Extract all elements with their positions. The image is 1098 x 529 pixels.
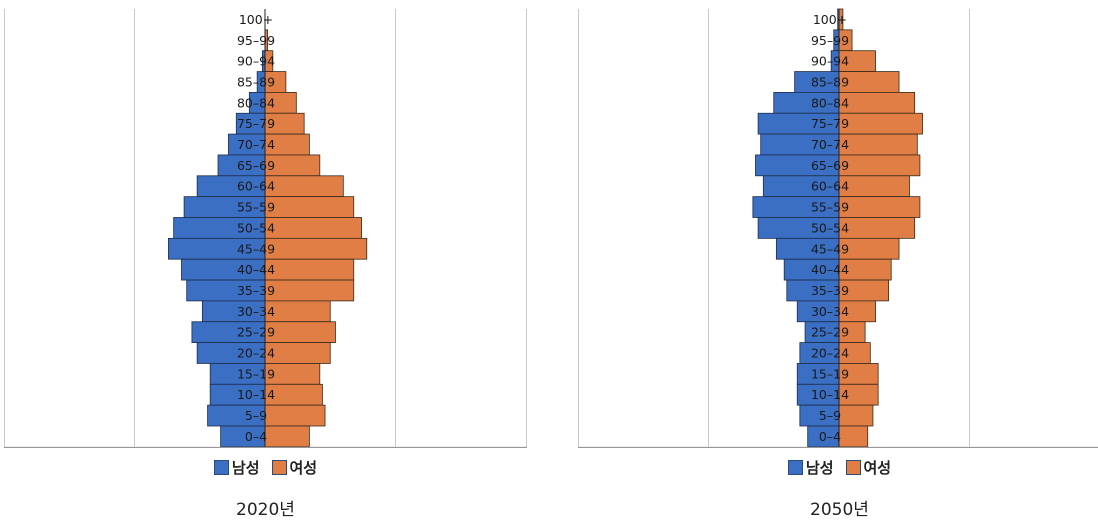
bar-female-25–29 — [264, 321, 336, 344]
bar-female-55–59 — [264, 196, 355, 218]
age-label: 75–79 — [237, 116, 275, 131]
bar-female-75–79 — [838, 112, 923, 135]
legend-item-male: 남성 — [213, 457, 260, 478]
age-label: 5–9 — [819, 408, 841, 423]
male-swatch-icon — [787, 460, 803, 475]
bar-female-80–84 — [838, 92, 916, 114]
age-label: 50–54 — [811, 220, 849, 235]
age-label: 40–44 — [811, 262, 849, 277]
legend-item-female: 여성 — [845, 457, 892, 478]
age-label: 0–4 — [245, 429, 267, 444]
age-label: 85–89 — [811, 74, 849, 89]
legend-label-female: 여성 — [289, 459, 318, 477]
bar-female-5–9 — [838, 404, 874, 427]
legend-item-male: 남성 — [787, 457, 834, 478]
legend-item-female: 여성 — [271, 457, 318, 478]
pyramid-plot-2050: 100+ 95–99 90–94 85–89 80–84 75–79 70–74 65–69 6… — [578, 8, 1098, 448]
age-label: 35–39 — [811, 283, 849, 298]
age-label: 90–94 — [811, 54, 849, 69]
age-label: 100+ — [239, 12, 273, 27]
age-label: 45–49 — [237, 241, 275, 256]
age-label: 20–24 — [237, 346, 275, 361]
age-label: 70–74 — [237, 137, 275, 152]
female-swatch-icon — [271, 460, 287, 475]
legend-label-male: 남성 — [805, 459, 834, 477]
population-pyramid-2050: 100+ 95–99 90–94 85–89 80–84 75–79 70–74 65–69 6… — [578, 0, 1098, 529]
legend: 남성 여성 — [578, 457, 1098, 478]
bar-female-70–74 — [838, 133, 918, 156]
age-label: 35–39 — [237, 283, 275, 298]
age-label: 60–64 — [811, 179, 849, 194]
legend-label-female: 여성 — [863, 459, 892, 477]
age-label: 10–14 — [811, 387, 849, 402]
bar-female-35–39 — [264, 279, 355, 302]
age-label: 30–34 — [237, 304, 275, 319]
bar-female-50–54 — [838, 217, 916, 239]
age-label: 10–14 — [237, 387, 275, 402]
age-label: 80–84 — [811, 95, 849, 110]
age-label: 65–69 — [237, 158, 275, 173]
pyramid-plot-2020: 100+ 95–99 90–94 85–89 80–84 75–79 70–74 65–69 6… — [4, 9, 527, 448]
age-label: 5–9 — [245, 408, 267, 423]
age-label: 65–69 — [811, 158, 849, 173]
age-label: 0–4 — [819, 429, 841, 444]
chart-title: 2050년 — [810, 500, 869, 520]
bar-female-5–9 — [264, 404, 326, 427]
bar-female-55–59 — [838, 196, 921, 218]
age-label: 100+ — [813, 12, 847, 27]
bar-female-65–69 — [838, 154, 921, 177]
age-label: 85–89 — [237, 74, 275, 89]
age-label: 45–49 — [811, 241, 849, 256]
age-label: 40–44 — [237, 262, 275, 277]
age-label: 20–24 — [811, 346, 849, 361]
legend: 남성 여성 — [4, 457, 527, 478]
age-label: 30–34 — [811, 304, 849, 319]
age-label: 25–29 — [237, 325, 275, 340]
age-label: 25–29 — [811, 325, 849, 340]
male-swatch-icon — [213, 460, 229, 475]
bar-female-50–54 — [264, 217, 362, 239]
bar-female-0–4 — [264, 425, 310, 448]
age-label: 55–59 — [811, 200, 849, 215]
age-label: 80–84 — [237, 95, 275, 110]
age-label: 75–79 — [811, 116, 849, 131]
age-label: 50–54 — [237, 220, 275, 235]
chart-title: 2020년 — [236, 500, 295, 520]
bar-female-40–44 — [264, 258, 355, 281]
bar-female-45–49 — [264, 237, 368, 260]
bar-female-60–64 — [838, 175, 910, 198]
age-label: 90–94 — [237, 54, 275, 69]
age-label: 95–99 — [811, 33, 849, 48]
age-label: 15–19 — [237, 366, 275, 381]
age-label: 70–74 — [811, 137, 849, 152]
age-label: 95–99 — [237, 33, 275, 48]
bar-female-0–4 — [838, 425, 869, 448]
age-label: 60–64 — [237, 179, 275, 194]
population-pyramid-2020: 100+ 95–99 90–94 85–89 80–84 75–79 70–74 65–69 6… — [4, 0, 527, 529]
age-label: 55–59 — [237, 200, 275, 215]
bar-female-60–64 — [264, 175, 344, 198]
female-swatch-icon — [845, 460, 861, 475]
legend-label-male: 남성 — [231, 459, 260, 477]
age-label: 15–19 — [811, 366, 849, 381]
